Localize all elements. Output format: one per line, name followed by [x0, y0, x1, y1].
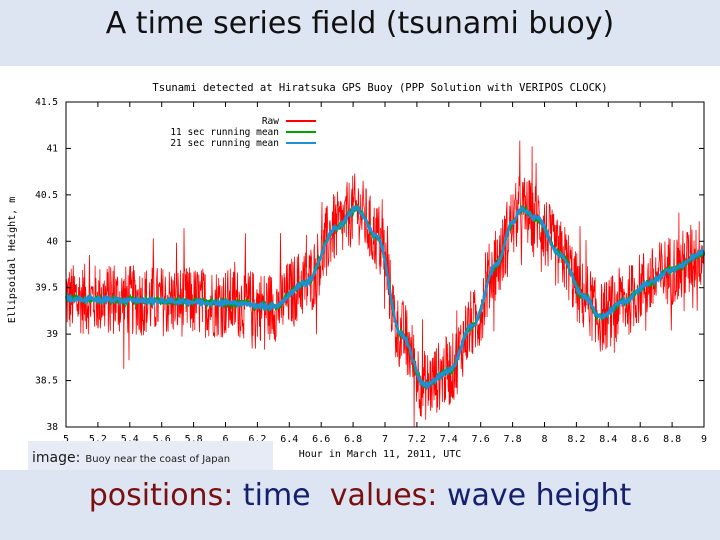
x-tick-label: 5.6	[153, 434, 171, 445]
series-raw-line	[65, 140, 705, 428]
positions-label: positions:	[88, 478, 234, 513]
x-tick-label: 6.6	[312, 434, 330, 445]
y-tick-label: 40.5	[35, 190, 58, 201]
title-band	[0, 0, 720, 66]
y-axis-label: Ellipsoidal Height, m	[7, 197, 18, 323]
x-tick-label: 6.4	[280, 434, 298, 445]
bottom-caption: positions: time values: wave height	[0, 478, 720, 513]
y-tick-label: 38	[47, 422, 59, 433]
legend: Raw 11 sec running mean 21 sec running m…	[150, 114, 376, 150]
y-tick-label: 38.5	[35, 376, 58, 387]
bottom-band	[0, 470, 720, 540]
ticks-layer: 5 5.2 5.4 5.6 5.8 6 6.2 6.4 6.6 6.8 7 7.2 7.4 7.6 7.8 8…	[35, 97, 707, 445]
x-tick-label: 6	[222, 434, 228, 445]
image-caption-label: image:	[32, 450, 81, 466]
x-tick-label: 8	[541, 434, 547, 445]
x-tick-label: 7.6	[472, 434, 490, 445]
y-tick-label: 39.5	[35, 283, 58, 294]
positions-value: time	[242, 478, 311, 513]
chart: Tsunami detected at Hiratsuka GPS Buoy (…	[0, 66, 720, 470]
y-tick-label: 41	[47, 143, 59, 154]
x-tick-label: 8.2	[567, 434, 585, 445]
x-tick-label: 9	[701, 434, 707, 445]
y-tick-label: 39	[47, 329, 59, 340]
x-tick-label: 5.8	[185, 434, 203, 445]
x-tick-label: 8.6	[631, 434, 649, 445]
x-tick-label: 5	[63, 434, 69, 445]
legend-label-raw: Raw	[262, 116, 279, 127]
y-tick-label: 41.5	[35, 97, 58, 108]
legend-background	[150, 114, 376, 150]
legend-label-21sec: 21 sec running mean	[170, 138, 279, 149]
chart-title: Tsunami detected at Hiratsuka GPS Buoy (…	[152, 82, 607, 94]
x-tick-label: 7.4	[440, 434, 458, 445]
x-tick-label: 5.4	[121, 434, 139, 445]
values-value: wave height	[446, 478, 632, 513]
x-tick-label: 7.8	[504, 434, 522, 445]
x-tick-label: 8.4	[599, 434, 617, 445]
series-layer	[64, 140, 706, 428]
series-21sec-mean-line	[65, 204, 706, 391]
x-tick-label: 6.8	[344, 434, 362, 445]
legend-label-11sec: 11 sec running mean	[170, 127, 279, 138]
image-caption: image: Buoy near the coast of Japan	[28, 441, 273, 470]
slide-title: A time series field (tsunami buoy)	[105, 6, 615, 41]
x-tick-label: 8.8	[663, 434, 681, 445]
values-label: values:	[329, 478, 438, 513]
x-tick-label: 7	[382, 434, 388, 445]
x-tick-label: 6.2	[248, 434, 266, 445]
image-caption-text: Buoy near the coast of Japan	[85, 454, 231, 465]
x-tick-label: 7.2	[408, 434, 426, 445]
y-tick-label: 40	[47, 236, 59, 247]
x-axis-label: Hour in March 11, 2011, UTC	[299, 449, 462, 460]
x-tick-label: 5.2	[89, 434, 107, 445]
